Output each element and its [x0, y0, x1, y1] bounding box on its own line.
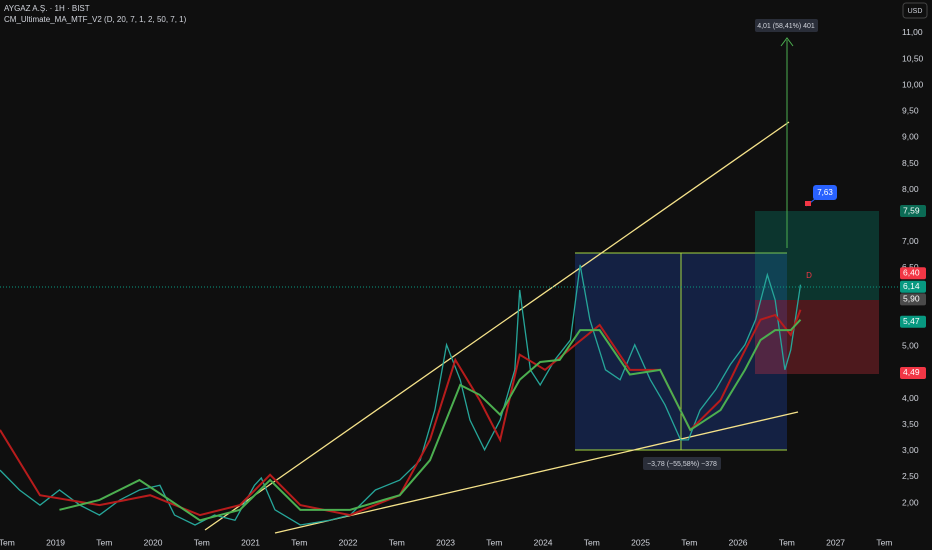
loss-box [643, 457, 721, 470]
y-tick-label: 2,50 [902, 471, 919, 481]
upper-trendline [204, 121, 790, 531]
x-tick-label: Tem [389, 537, 405, 547]
target-box [813, 185, 837, 200]
y-tick-label: 3,00 [902, 445, 919, 455]
x-tick-label: 2025 [631, 537, 650, 547]
price-tag [900, 280, 926, 293]
series-line [59, 319, 802, 522]
x-tick-label: 2023 [436, 537, 455, 547]
y-tick-label: 7,00 [902, 236, 919, 246]
x-tick-label: Tem [779, 537, 795, 547]
y-tick-label: 3,50 [902, 419, 919, 429]
x-tick-label: Tem [194, 537, 210, 547]
y-tick-label: 10,00 [902, 79, 924, 89]
price-tag-label: 6,40 [903, 267, 920, 277]
loss-zone [755, 300, 879, 374]
x-tick-label: 2027 [826, 537, 845, 547]
y-tick-label: 5,00 [902, 341, 919, 351]
currency[interactable]: USD [908, 8, 923, 15]
y-tick-label: 8,50 [902, 158, 919, 168]
y-tick-label: 9,00 [902, 132, 919, 142]
x-tick-label: 2019 [46, 537, 65, 547]
x-tick-label: Tem [486, 537, 502, 547]
indicator: CM_Ultimate_MA_MTF_V2 (D, 20, 7, 1, 2, 5… [4, 15, 187, 24]
x-tick-label: 2024 [534, 537, 553, 547]
price-tag [900, 205, 926, 218]
lower-trendline [274, 411, 799, 534]
y-tick-label: 10,50 [902, 53, 924, 63]
y-tick-label: 9,50 [902, 106, 919, 116]
series-line [0, 264, 802, 526]
price-tag-label: 7,59 [903, 205, 920, 215]
y-tick-label: 11,00 [902, 27, 923, 37]
x-tick-label: Tem [681, 537, 697, 547]
x-tick-label: Tem [96, 537, 112, 547]
x-tick-label: 2021 [241, 537, 260, 547]
gain-box [755, 19, 818, 32]
gain-label: 4,01 (58,41%) 401 [757, 23, 815, 30]
y-tick-label: 4,00 [902, 393, 919, 403]
x-tick-label: Tem [0, 537, 15, 547]
x-tick-label: Tem [291, 537, 307, 547]
price-tag [900, 315, 926, 328]
price-tag [900, 267, 926, 280]
x-tick-label: 2022 [339, 537, 358, 547]
price-tag-label: 6,14 [903, 281, 920, 291]
loss-label: −3,78 (−55,58%) −378 [647, 461, 717, 468]
x-tick-label: Tem [584, 537, 600, 547]
target-label: 7,63 [817, 188, 833, 197]
currency-box[interactable] [902, 2, 928, 19]
x-tick-label: 2026 [729, 537, 748, 547]
x-tick-label: Tem [876, 537, 892, 547]
signal-marker: D [806, 271, 812, 280]
symbol: AYGAZ A.Ş. · 1H · BIST [4, 4, 90, 13]
price-tag-label: 5,47 [903, 316, 920, 326]
target-flag [805, 201, 811, 206]
y-tick-label: 2,00 [902, 497, 919, 507]
price-tag-label: 4,49 [903, 367, 920, 377]
price-tag [900, 366, 926, 379]
series-line [0, 309, 802, 517]
x-tick-label: 2020 [144, 537, 163, 547]
gain-arrow-head [780, 37, 794, 47]
price-tag [900, 293, 926, 306]
profit-zone [755, 211, 879, 300]
y-tick-label: 8,00 [902, 184, 919, 194]
price-tag-label: 5,90 [903, 294, 920, 304]
